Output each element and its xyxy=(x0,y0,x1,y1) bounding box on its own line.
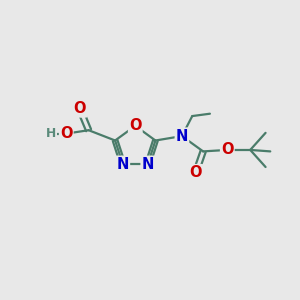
Text: O: O xyxy=(60,126,73,141)
Text: O: O xyxy=(74,101,86,116)
Text: N: N xyxy=(117,157,129,172)
Text: O: O xyxy=(221,142,233,158)
Text: N: N xyxy=(142,157,154,172)
Text: O: O xyxy=(190,165,202,180)
Text: N: N xyxy=(176,129,188,144)
Text: H: H xyxy=(46,127,56,140)
Text: O: O xyxy=(129,118,142,134)
